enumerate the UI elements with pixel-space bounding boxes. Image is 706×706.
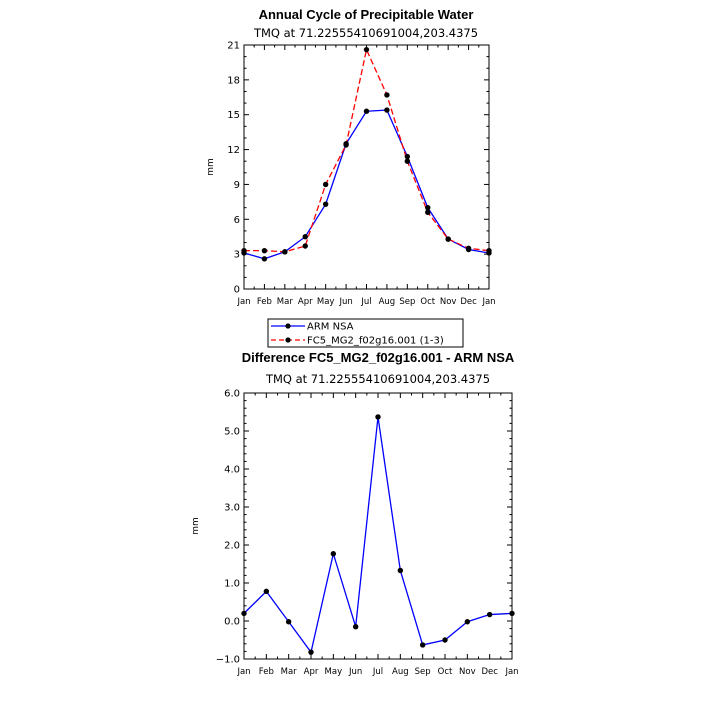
x-tick-label: Feb [257, 297, 272, 307]
y-tick-label: 9 [234, 180, 240, 191]
x-tick-label: Apr [298, 297, 313, 307]
y-tick-label: 15 [227, 110, 240, 121]
series-0-point [419, 642, 426, 648]
x-tick-label: Sep [399, 297, 415, 307]
series-line-0 [243, 109, 490, 260]
series-1-point [445, 236, 451, 242]
legend-box [267, 318, 464, 348]
chart-difference: Difference FC5_MG2_f02g16.001 - ARM NSA … [191, 350, 519, 677]
y-tick-label: 5.0 [224, 427, 240, 438]
chart2-plot-frame [243, 392, 513, 660]
series-1-point [384, 92, 390, 98]
series-line-0 [243, 416, 513, 654]
series-0-point [363, 108, 370, 114]
legend-label-fc5: FC5_MG2_f02g16.001 (1-3) [307, 336, 444, 347]
series-0-point [397, 567, 404, 574]
series-0-point [322, 201, 329, 207]
chart1-subtitle: TMQ at 71.22555410691004,203.4375 [253, 26, 478, 40]
series-1-point [486, 247, 492, 254]
legend-label-arm-nsa: ARM NSA [307, 322, 354, 333]
series-1-point [343, 142, 349, 148]
x-tick-label: Sep [415, 667, 431, 677]
series-0-point [486, 611, 493, 618]
series-0-point [330, 551, 337, 557]
y-tick-label: 6.0 [224, 389, 240, 400]
series-0-point [442, 637, 448, 643]
series-1-point [302, 243, 308, 249]
y-tick-label: 3.0 [224, 503, 240, 514]
series-1-point [425, 209, 431, 216]
x-tick-label: Nov [459, 667, 476, 677]
y-tick-label: 12 [227, 145, 240, 156]
x-tick-label: Mar [277, 297, 294, 307]
x-tick-label: Oct [420, 297, 435, 307]
series-0-point [261, 256, 268, 262]
series-1-point [404, 158, 411, 164]
chart1-legend: ARM NSA FC5_MG2_f02g16.001 (1-3) [267, 318, 464, 348]
chart2-ylabel: mm [191, 517, 201, 535]
series-1-point [322, 181, 329, 188]
series-0-point [263, 588, 270, 595]
y-tick-label: 3 [234, 250, 240, 261]
y-tick-label: 1.0 [224, 579, 240, 590]
x-tick-label: Aug [379, 297, 396, 307]
series-line-1 [244, 47, 490, 253]
chart1-plot-frame [243, 44, 490, 290]
x-tick-label: Jan [504, 667, 518, 677]
x-tick-label: Jun [348, 667, 362, 677]
chart2-title: Difference FC5_MG2_f02g16.001 - ARM NSA [242, 350, 515, 365]
y-tick-label: 2.0 [224, 541, 240, 552]
series-1-point [465, 245, 472, 252]
y-tick-label: 21 [227, 41, 240, 52]
series-1-point [282, 249, 288, 255]
series-0-point [375, 414, 381, 420]
legend-marker-arm-nsa [285, 323, 291, 329]
x-tick-label: Dec [460, 297, 477, 307]
series-0-point [404, 153, 411, 160]
x-tick-label: Mar [281, 667, 298, 677]
y-tick-label: 18 [227, 75, 240, 86]
chart-precipitable-water: Annual Cycle of Precipitable Water TMQ a… [206, 7, 496, 348]
series-0-point [241, 610, 247, 617]
series-1-point [241, 247, 247, 254]
x-tick-label: Aug [392, 667, 409, 677]
series-0-point [464, 619, 471, 625]
x-tick-label: Feb [259, 667, 274, 677]
x-tick-label: Jun [338, 297, 352, 307]
x-tick-label: Jul [372, 667, 383, 677]
x-tick-label: Jan [236, 667, 250, 677]
x-tick-label: Dec [481, 667, 498, 677]
series-1-point [261, 247, 268, 254]
series-0-point [352, 624, 359, 630]
series-0-point [425, 204, 431, 211]
x-tick-label: Jul [360, 297, 371, 307]
chart1-ylabel: mm [206, 158, 216, 176]
series-0-point [285, 619, 292, 625]
series-0-point [308, 649, 314, 655]
series-0-point [384, 107, 390, 113]
series-0-point [302, 234, 308, 240]
y-tick-label: 4.0 [224, 465, 240, 476]
legend-marker-fc5 [285, 337, 291, 343]
x-tick-label: Jan [236, 297, 250, 307]
x-tick-label: Jan [481, 297, 495, 307]
y-tick-label: 0 [234, 285, 240, 296]
x-tick-label: Apr [304, 667, 319, 677]
chart1-title: Annual Cycle of Precipitable Water [259, 7, 474, 22]
x-tick-label: May [317, 297, 335, 307]
y-tick-label: 6 [234, 215, 240, 226]
x-tick-label: May [325, 667, 343, 677]
x-tick-label: Oct [438, 667, 453, 677]
y-tick-label: −1.0 [216, 655, 240, 666]
chart2-subtitle: TMQ at 71.22555410691004,203.4375 [265, 372, 490, 386]
y-tick-label: 0.0 [224, 617, 240, 628]
series-0-point [509, 610, 515, 617]
x-tick-label: Nov [440, 297, 457, 307]
series-1-point [363, 46, 370, 53]
